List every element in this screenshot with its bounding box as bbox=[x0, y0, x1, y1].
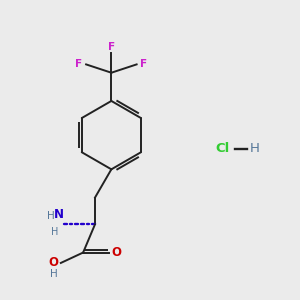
Text: H: H bbox=[50, 269, 58, 279]
Text: O: O bbox=[49, 256, 58, 269]
Text: Cl: Cl bbox=[215, 142, 230, 155]
Text: F: F bbox=[140, 59, 147, 69]
Text: H: H bbox=[46, 211, 54, 221]
Text: F: F bbox=[108, 42, 115, 52]
Text: O: O bbox=[112, 246, 122, 259]
Text: F: F bbox=[75, 59, 82, 69]
Text: N: N bbox=[54, 208, 64, 221]
Text: H: H bbox=[51, 227, 59, 237]
Text: H: H bbox=[250, 142, 260, 155]
